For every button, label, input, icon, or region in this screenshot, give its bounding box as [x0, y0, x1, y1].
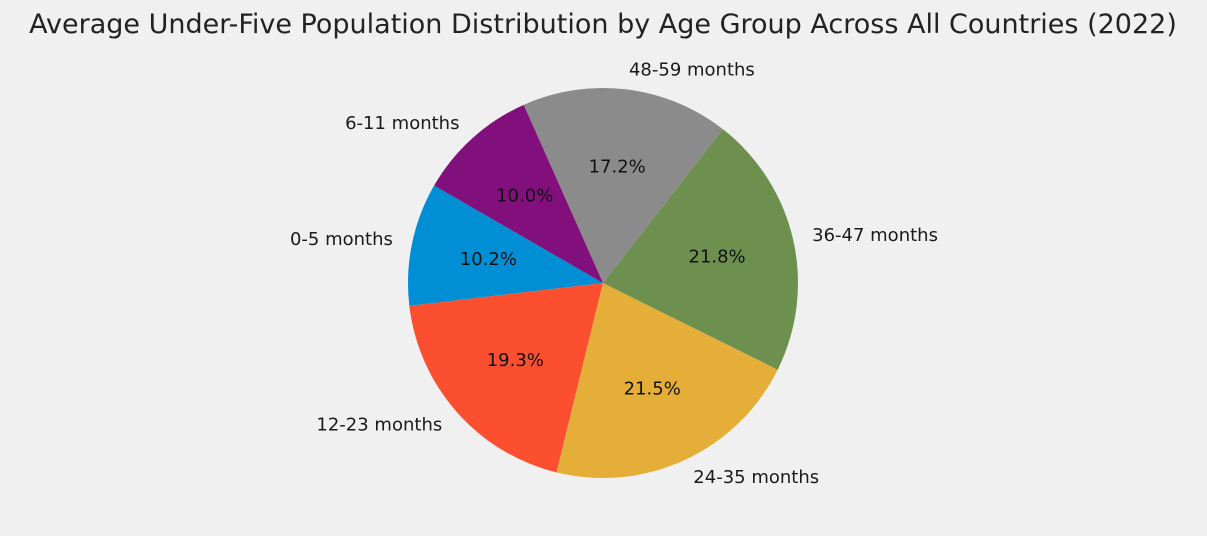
pie-slice-12-23-months	[409, 283, 603, 473]
chart-title: Average Under-Five Population Distributi…	[29, 9, 1177, 40]
percentage-labels: 10.2% 19.3% 21.5% 21.8% 17.2% 10.0%	[460, 156, 746, 399]
pie-slices	[408, 87, 798, 478]
pct-label-48-59-months: 17.2%	[589, 156, 646, 177]
pct-label-0-5-months: 10.2%	[460, 249, 517, 270]
pie-slice-48-59-months	[523, 87, 723, 283]
slice-label-36-47-months: 36-47 months	[812, 225, 938, 246]
pct-label-36-47-months: 21.8%	[688, 246, 745, 267]
pct-label-12-23-months: 19.3%	[487, 350, 544, 371]
pie-slice-36-47-months	[603, 129, 798, 370]
pie-slice-6-11-months	[434, 104, 603, 283]
slice-labels: 0-5 months 12-23 months 24-35 months 36-47 …	[290, 60, 938, 488]
slice-label-6-11-months: 6-11 months	[345, 113, 459, 134]
pie-slice-0-5-months	[408, 185, 603, 306]
pie-slice-24-35-months	[556, 283, 778, 478]
slice-label-12-23-months: 12-23 months	[316, 415, 442, 436]
pct-label-6-11-months: 10.0%	[496, 186, 553, 207]
slice-label-24-35-months: 24-35 months	[693, 467, 819, 488]
slice-label-0-5-months: 0-5 months	[290, 229, 393, 250]
slice-label-48-59-months: 48-59 months	[629, 60, 755, 81]
pct-label-24-35-months: 21.5%	[624, 379, 681, 400]
